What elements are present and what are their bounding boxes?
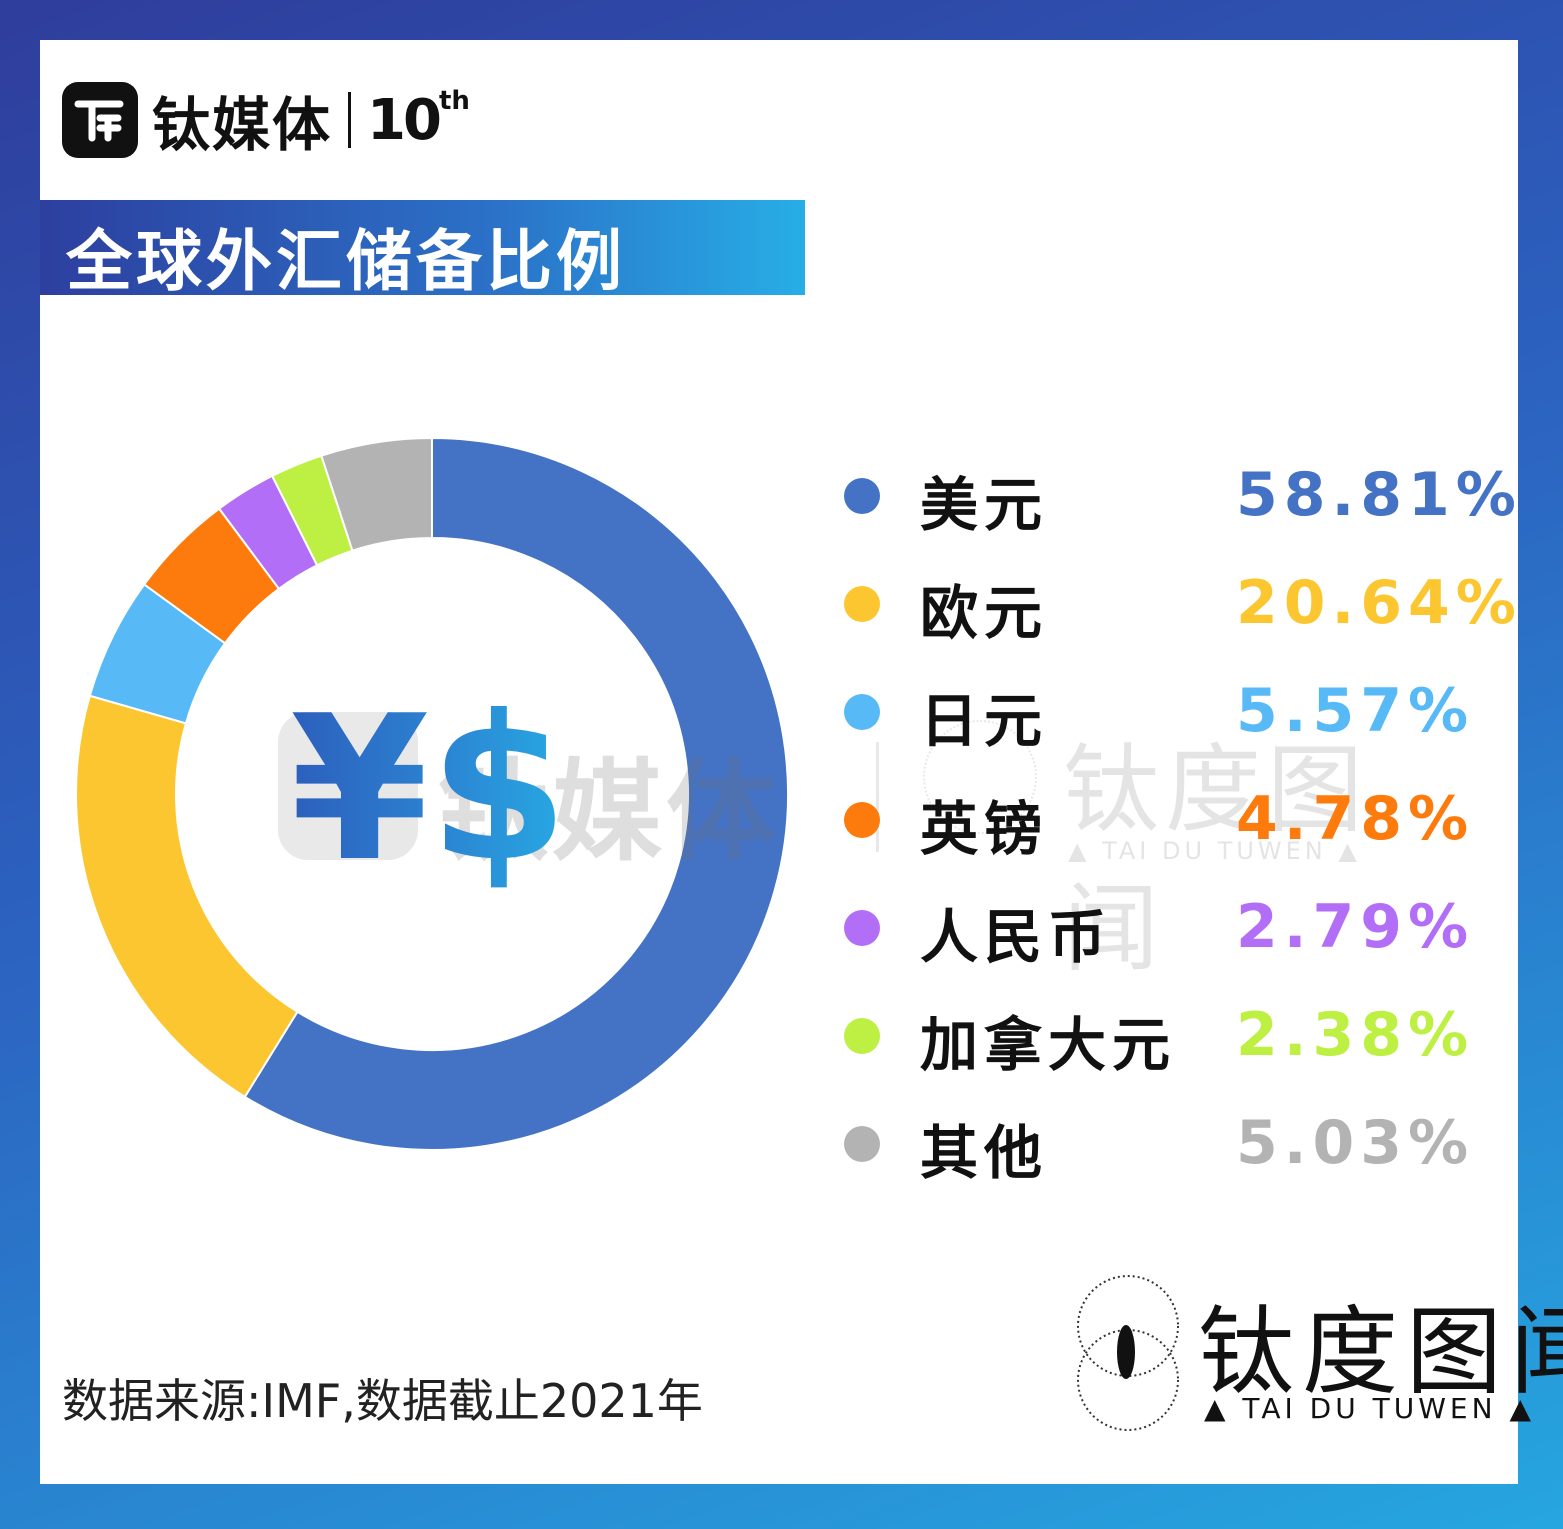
legend-dot-icon	[844, 802, 880, 838]
legend-label: 美元	[920, 471, 1049, 539]
legend-item: 人民币 2.79%	[840, 872, 1500, 980]
legend-value: 5.03%	[1236, 1108, 1475, 1178]
legend-dot-icon	[844, 478, 880, 514]
footer-brand: 钛度图闻 ▲ TAI DU TUWEN ▲	[1070, 1272, 1563, 1442]
legend-value: 58.81%	[1236, 460, 1522, 530]
title-banner: 全球外汇储备比例	[40, 200, 805, 300]
legend-label: 欧元	[920, 579, 1049, 647]
donut-slice-0	[243, 436, 789, 1151]
brand-logo: 钛媒体 10th	[62, 80, 470, 160]
legend-value: 20.64%	[1236, 568, 1522, 638]
legend-label: 英镑	[920, 795, 1049, 863]
brand-subtitle: ▲ TAI DU TUWEN ▲	[1204, 1392, 1535, 1425]
legend-item: 欧元 20.64%	[840, 548, 1516, 656]
legend-item: 加拿大元 2.38%	[840, 980, 1500, 1088]
logo-name: 钛媒体	[152, 91, 333, 159]
legend-label: 人民币	[920, 903, 1113, 971]
legend-item: 其他 5.03%	[840, 1088, 1500, 1196]
legend-value: 2.79%	[1236, 892, 1475, 962]
logo-mark-icon	[62, 82, 138, 158]
currency-symbols: ¥$	[290, 673, 569, 906]
legend-item: 美元 58.81%	[840, 440, 1516, 548]
legend-dot-icon	[844, 694, 880, 730]
anniversary-mark: 10th	[367, 85, 470, 153]
chart-title: 全球外汇储备比例	[66, 223, 626, 300]
legend-dot-icon	[844, 910, 880, 946]
eye-logo-icon	[1077, 1275, 1179, 1431]
legend-value: 4.78%	[1236, 784, 1475, 854]
donut-slice-6	[320, 436, 433, 552]
brand-name: 钛度图闻	[1198, 1296, 1563, 1408]
legend-label: 加拿大元	[920, 1011, 1177, 1079]
legend-label: 日元	[920, 687, 1049, 755]
legend-label: 其他	[920, 1119, 1049, 1187]
donut-slice-1	[75, 694, 299, 1099]
legend-value: 5.57%	[1236, 676, 1475, 746]
data-source: 数据来源:IMF,数据截止2021年	[62, 1374, 703, 1428]
legend-value: 2.38%	[1236, 1000, 1475, 1070]
logo-separator	[348, 92, 352, 148]
legend-dot-icon	[844, 1126, 880, 1162]
legend-item: 日元 5.57%	[840, 656, 1500, 764]
chart-legend: 美元 58.81% 欧元 20.64% 日元 5.57% 英镑 4.78% 人民币 2.79% 加拿…	[840, 440, 1516, 1196]
legend-dot-icon	[844, 1018, 880, 1054]
legend-item: 英镑 4.78%	[840, 764, 1500, 872]
donut-chart	[75, 436, 789, 1151]
legend-dot-icon	[844, 586, 880, 622]
